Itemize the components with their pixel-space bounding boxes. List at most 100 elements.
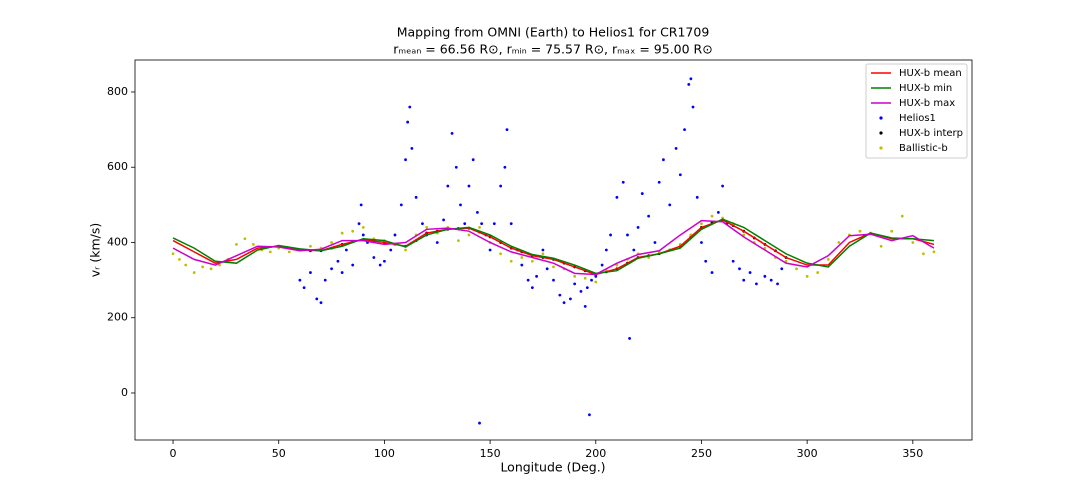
scatter-point bbox=[573, 274, 577, 278]
scatter-point bbox=[583, 305, 587, 308]
scatter-point bbox=[480, 222, 484, 226]
legend-label: Ballistic-b bbox=[899, 143, 948, 154]
scatter-point bbox=[704, 259, 708, 263]
scatter-point bbox=[640, 192, 644, 195]
legend-swatch bbox=[879, 131, 883, 135]
scatter-point bbox=[858, 229, 862, 233]
chart-subtitle: rₘₑₐₙ = 66.56 R⊙, rₘᵢₙ = 75.57 R⊙, rₘₐₓ … bbox=[393, 42, 712, 57]
scatter-point bbox=[184, 263, 188, 267]
scatter-point bbox=[691, 105, 695, 109]
scatter-point bbox=[351, 229, 355, 233]
scatter-point bbox=[463, 222, 467, 226]
scatter-point bbox=[590, 278, 593, 282]
y-axis-label: vᵣ (km/s) bbox=[88, 223, 103, 278]
legend: HUX-b mean HUX-b min HUX-b max Helios1 HUX-b… bbox=[865, 63, 968, 159]
chart-title: Mapping from OMNI (Earth) to Helios1 for… bbox=[397, 25, 710, 40]
scatter-point bbox=[406, 120, 410, 124]
scatter-point bbox=[268, 250, 272, 254]
scatter-point bbox=[471, 158, 475, 162]
scatter-point bbox=[530, 286, 534, 290]
scatter-point bbox=[594, 280, 598, 284]
scatter-point bbox=[689, 77, 693, 81]
scatter-point bbox=[435, 241, 439, 244]
legend-label: HUX-b min bbox=[899, 83, 952, 94]
scatter-point bbox=[488, 248, 492, 252]
scatter-point bbox=[628, 337, 631, 340]
scatter-point bbox=[478, 226, 481, 229]
scatter-point bbox=[478, 421, 481, 425]
y-tick-label: 400 bbox=[107, 235, 128, 248]
scatter-point bbox=[410, 147, 414, 150]
scatter-point bbox=[389, 248, 393, 252]
scatter-point bbox=[776, 282, 779, 286]
scatter-point bbox=[569, 297, 572, 301]
scatter-point bbox=[357, 222, 361, 226]
scatter-point bbox=[467, 184, 471, 188]
scatter-point bbox=[456, 239, 460, 242]
scatter-point bbox=[710, 214, 714, 218]
scatter-point bbox=[795, 267, 798, 271]
scatter-point bbox=[668, 203, 672, 207]
x-tick-label: 350 bbox=[902, 447, 923, 460]
scatter-point bbox=[446, 184, 450, 188]
scatter-point bbox=[615, 195, 619, 199]
scatter-point bbox=[558, 293, 562, 297]
scatter-point bbox=[588, 413, 591, 417]
scatter-point bbox=[209, 267, 213, 271]
scatter-point bbox=[530, 259, 534, 263]
scatter-point bbox=[687, 83, 691, 86]
scatter-point bbox=[710, 271, 714, 274]
scatter-point bbox=[459, 203, 462, 207]
scatter-point bbox=[695, 195, 699, 199]
scatter-point bbox=[492, 222, 496, 226]
scatter-point bbox=[298, 278, 302, 282]
y-tick-label: 800 bbox=[107, 85, 128, 98]
scatter-point bbox=[674, 147, 678, 150]
legend-swatch bbox=[879, 146, 883, 150]
scatter-point bbox=[545, 267, 549, 271]
x-tick-label: 50 bbox=[272, 447, 286, 460]
scatter-point bbox=[769, 278, 773, 282]
scatter-point bbox=[742, 278, 746, 282]
scatter-point bbox=[573, 282, 577, 286]
scatter-point bbox=[716, 210, 720, 214]
scatter-point bbox=[476, 210, 479, 214]
scatter-point bbox=[526, 278, 530, 282]
x-tick-label: 150 bbox=[480, 447, 501, 460]
legend-label: Helios1 bbox=[899, 113, 936, 124]
scatter-point bbox=[309, 271, 312, 274]
scatter-point bbox=[319, 301, 323, 305]
scatter-point bbox=[662, 158, 665, 162]
scatter-point bbox=[583, 276, 587, 280]
scatter-point bbox=[585, 286, 589, 290]
x-axis-label: Longitude (Deg.) bbox=[500, 460, 605, 475]
scatter-point bbox=[404, 248, 407, 252]
scatter-point bbox=[344, 248, 348, 252]
scatter-point bbox=[359, 203, 363, 207]
scatter-point bbox=[372, 256, 376, 259]
scatter-point bbox=[340, 271, 344, 274]
scatter-point bbox=[738, 267, 741, 271]
scatter-point bbox=[879, 244, 883, 248]
scatter-point bbox=[509, 222, 513, 226]
scatter-point bbox=[520, 256, 524, 259]
legend-swatch bbox=[879, 116, 883, 120]
scatter-point bbox=[653, 241, 657, 244]
scatter-point bbox=[378, 263, 382, 267]
legend-label: HUX-b max bbox=[899, 98, 955, 109]
axes-frame bbox=[134, 59, 973, 441]
x-tick-label: 100 bbox=[374, 447, 395, 460]
scatter-point bbox=[632, 248, 636, 252]
scatter-point bbox=[731, 259, 735, 263]
scatter-point bbox=[361, 226, 365, 229]
scatter-point bbox=[826, 258, 830, 261]
scatter-point bbox=[414, 195, 418, 199]
scatter-point bbox=[541, 248, 545, 252]
scatter-point bbox=[721, 184, 724, 188]
scatter-point bbox=[780, 267, 784, 271]
scatter-point bbox=[330, 241, 333, 244]
scatter-point bbox=[287, 250, 291, 254]
scatter-point bbox=[600, 263, 604, 267]
plot-area bbox=[171, 77, 936, 425]
